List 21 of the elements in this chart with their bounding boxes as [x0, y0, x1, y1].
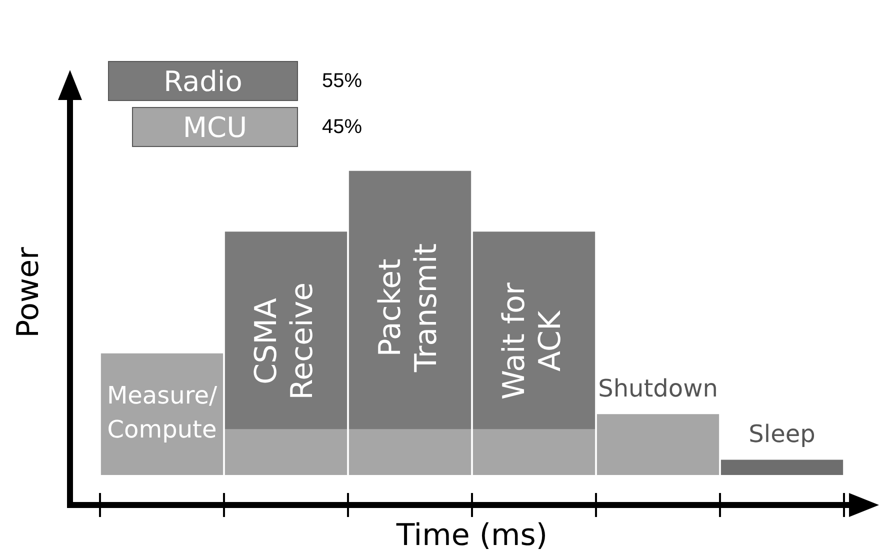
bar	[100, 353, 224, 475]
text: MCU	[132, 107, 298, 147]
bar	[224, 429, 348, 475]
x-tick-label: Sleep	[748, 420, 816, 448]
text: 45%	[322, 116, 362, 138]
bar	[472, 232, 596, 430]
x-tick-label: Wait for ACK	[496, 282, 568, 400]
bar	[596, 414, 720, 475]
bar	[224, 232, 348, 430]
bar	[348, 170, 472, 430]
bar	[348, 429, 472, 475]
x-tick-label: Measure/ Compute	[106, 381, 218, 444]
text: Radio	[108, 61, 298, 101]
bar	[720, 460, 844, 475]
x-axis-title: Time (ms)	[395, 518, 548, 553]
x-tick-label: Packet Transmit	[372, 243, 444, 374]
text: 55%	[322, 70, 362, 92]
x-tick-label: CSMA Receive	[248, 282, 320, 400]
x-tick-label: Shutdown	[598, 374, 718, 402]
bar	[472, 429, 596, 475]
y-axis-title: Power	[10, 246, 46, 338]
